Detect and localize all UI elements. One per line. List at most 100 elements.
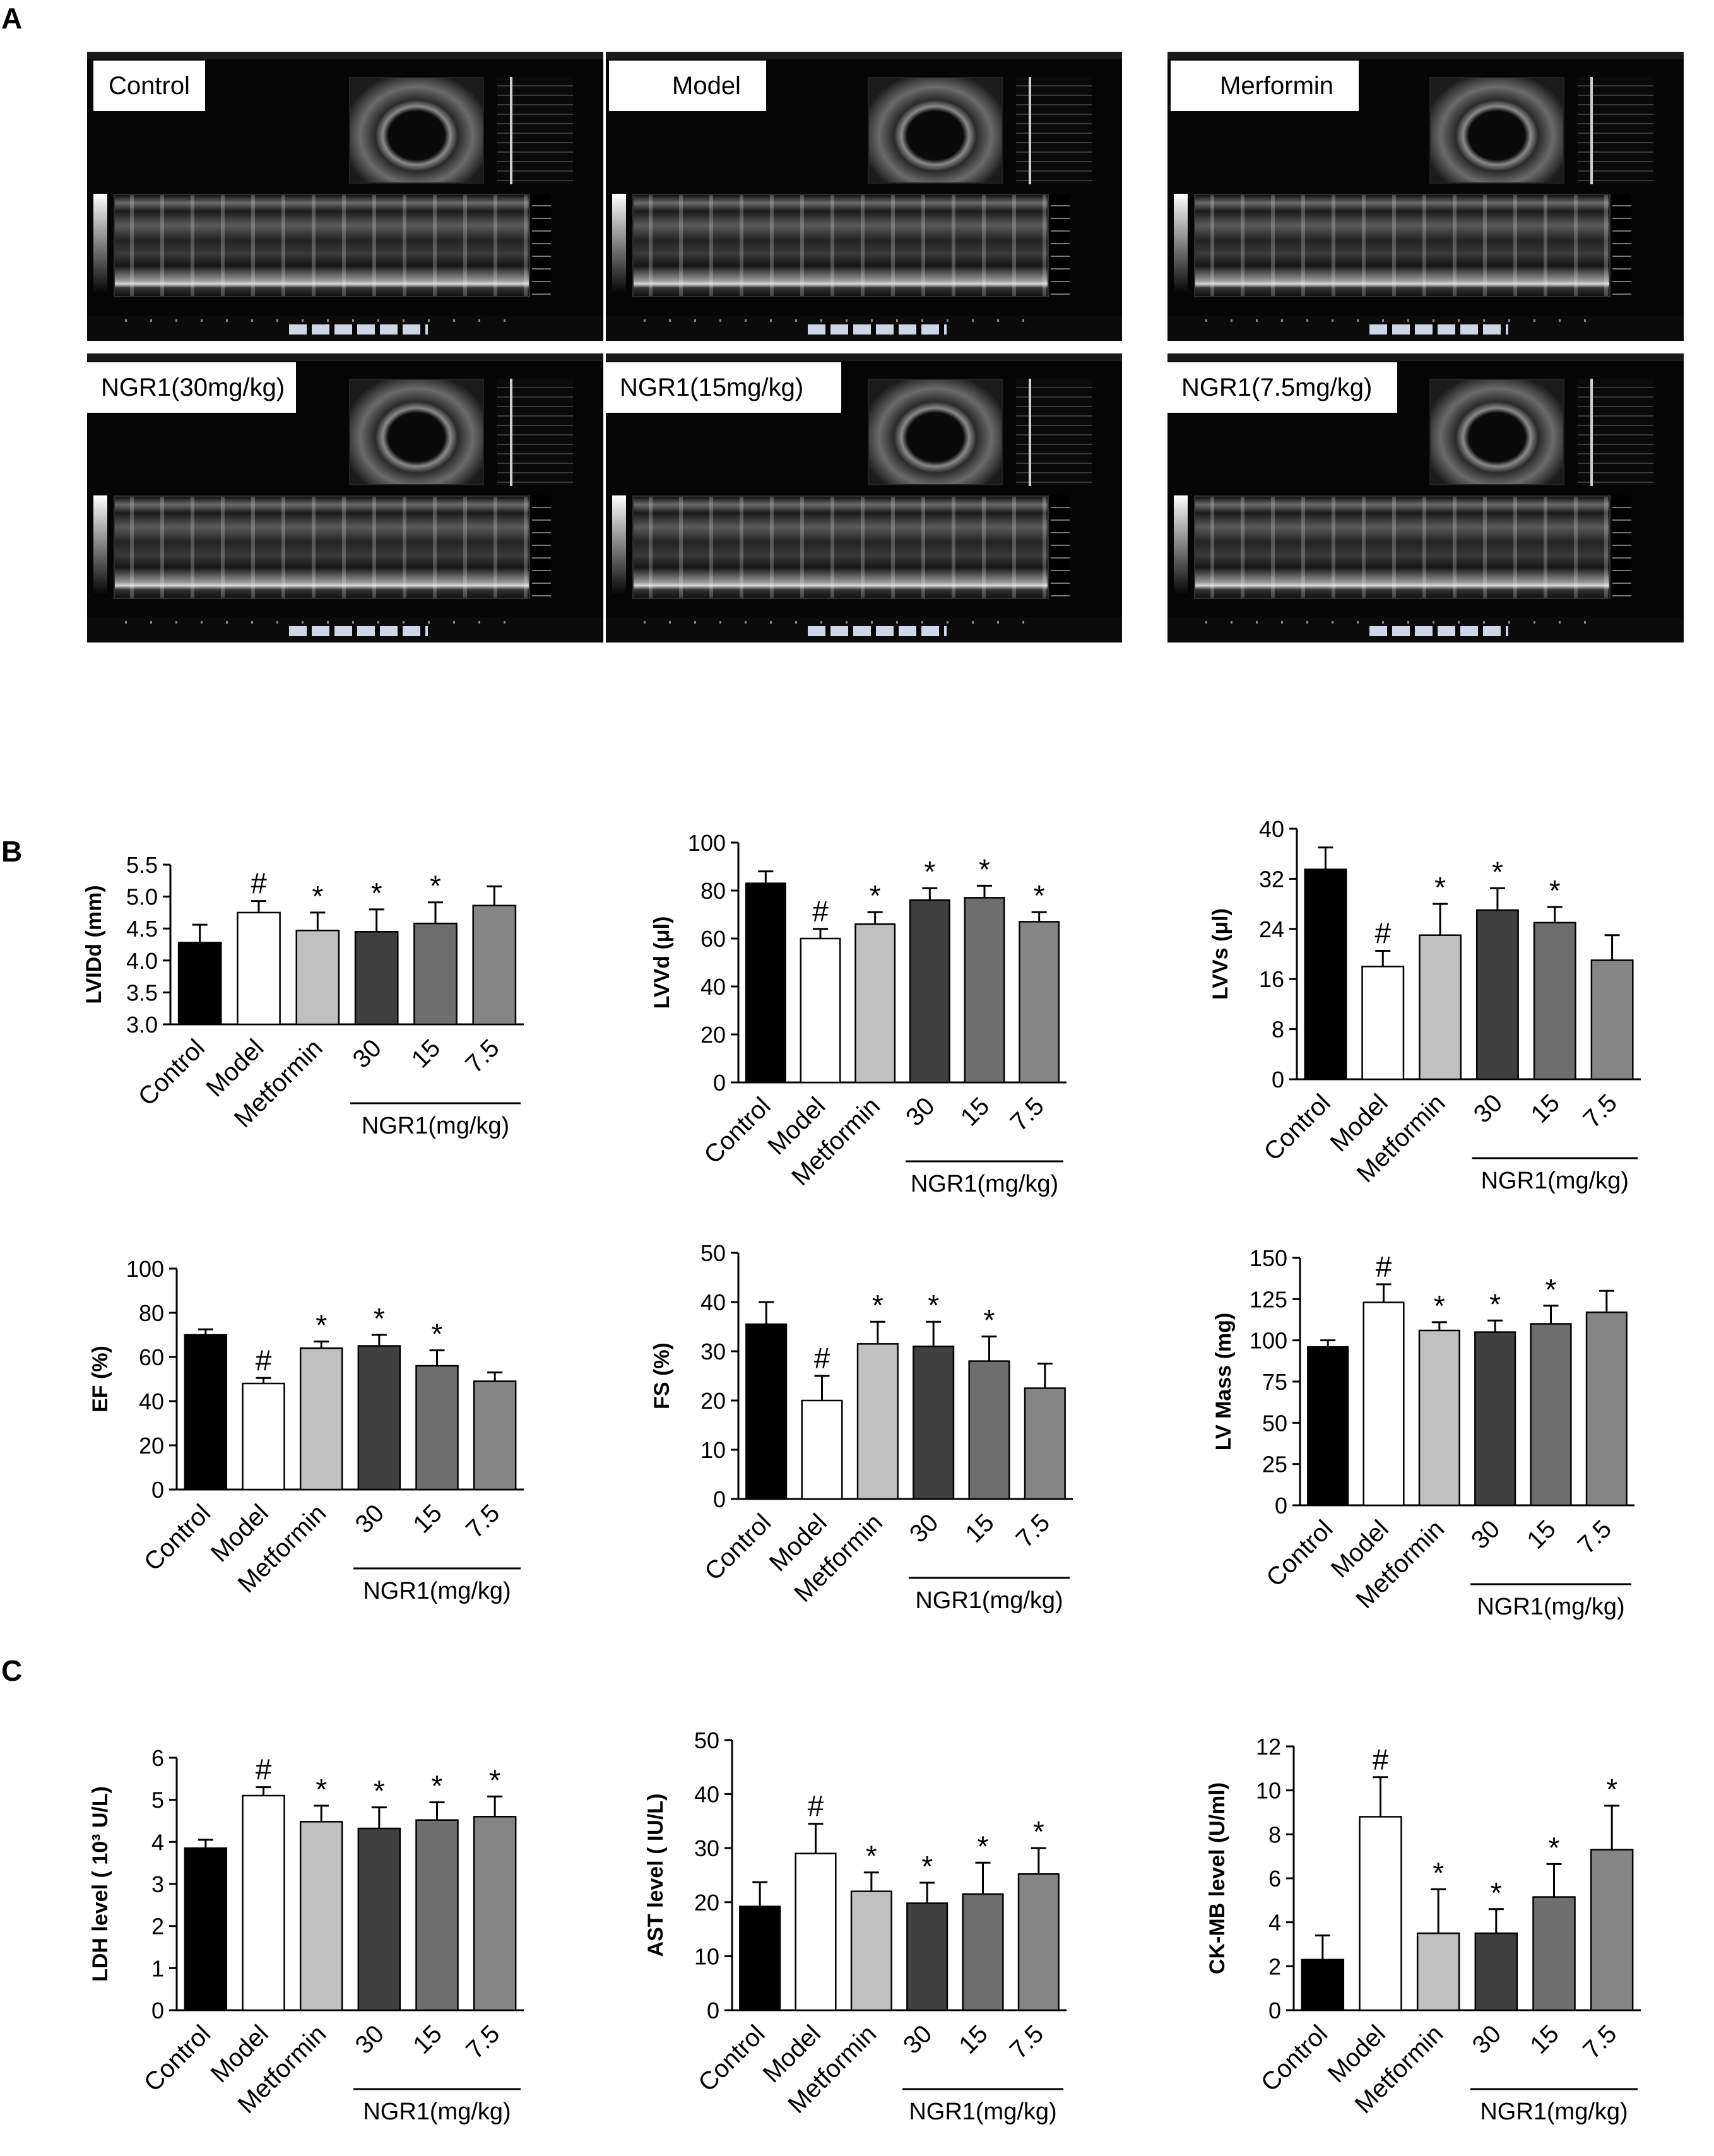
bar: [299, 1347, 343, 1491]
y-tick-label: 12: [1256, 1734, 1281, 1760]
bar: [357, 1827, 401, 2011]
y-tick-label: 125: [1250, 1286, 1287, 1312]
y-tick-label: 40: [139, 1389, 164, 1414]
bar: [1590, 959, 1634, 1081]
bar: [184, 1847, 228, 2011]
category-label: Control: [1258, 1089, 1335, 1166]
category-label: 7.5: [460, 1034, 504, 1078]
bar: [800, 937, 841, 1084]
y-tick-label: 30: [694, 1835, 719, 1861]
b-mode-view: [1429, 77, 1564, 184]
significance-hash: #: [1376, 1250, 1392, 1283]
category-label: 7.5: [1573, 1515, 1617, 1559]
category-label: Control: [1256, 2020, 1333, 2097]
category-label: 15: [1526, 1089, 1566, 1128]
category-label: 15: [406, 1034, 446, 1074]
significance-star: *: [979, 853, 990, 886]
bar: [472, 904, 517, 1026]
playback-buttons: [808, 324, 947, 335]
y-tick-label: 32: [1259, 866, 1284, 892]
significance-star: *: [984, 1304, 995, 1337]
significance-star: *: [870, 879, 881, 912]
significance-star: *: [316, 1773, 327, 1806]
echo-label: NGR1(30mg/kg): [87, 362, 297, 413]
category-label: 30: [1469, 1089, 1508, 1128]
bar: [177, 942, 222, 1026]
panel-label-b: B: [1, 835, 23, 868]
y-tick-label: 60: [139, 1344, 164, 1370]
y-tick-label: 0: [151, 1477, 164, 1503]
bar: [357, 1345, 401, 1491]
playback-buttons: [1369, 626, 1508, 636]
y-axis-title: LVVs (μl): [1209, 908, 1232, 1000]
significance-star: *: [371, 877, 382, 909]
y-tick-label: 6: [1268, 1866, 1281, 1892]
grayscale-bar: [93, 495, 107, 596]
depth-scale: [1051, 194, 1070, 295]
significance-star: *: [432, 1318, 443, 1351]
bar: [299, 1821, 343, 2011]
bar: [1361, 966, 1405, 1081]
y-tick-label: 40: [700, 1289, 726, 1315]
bar: [1019, 921, 1060, 1084]
b-mode-view: [349, 77, 484, 184]
significance-star: *: [312, 880, 323, 913]
significance-star: *: [1546, 1273, 1557, 1306]
y-tick-label: 3.0: [126, 1012, 158, 1038]
y-axis-title: LDH level ( 10³ U/L): [88, 1786, 112, 1982]
category-label: Control: [1261, 1515, 1338, 1592]
category-label: 7.5: [1578, 2020, 1622, 2064]
bar: [1533, 921, 1576, 1081]
bar: [1416, 1932, 1460, 2011]
significance-star: *: [1492, 855, 1503, 888]
m-mode-trace: [632, 495, 1049, 599]
y-tick-label: 24: [1259, 916, 1284, 942]
y-axis-title: EF (%): [88, 1346, 112, 1413]
group-label: NGR1(mg/kg): [909, 2099, 1056, 2125]
y-tick-label: 0: [1268, 1998, 1281, 2023]
category-label: 7.5: [1011, 1508, 1055, 1553]
y-tick-label: 3: [151, 1871, 164, 1897]
y-tick-label: 5.0: [126, 884, 158, 910]
depth-scale: [532, 194, 551, 295]
depth-scale: [1612, 495, 1631, 596]
significance-star: *: [1549, 1831, 1560, 1864]
significance-hash: #: [814, 1342, 830, 1375]
bar: [1024, 1387, 1066, 1500]
y-tick-label: 50: [700, 1240, 726, 1266]
bar: [801, 1399, 843, 1500]
y-axis-title: LV Mass (mg): [1212, 1313, 1236, 1451]
time-axis: [644, 319, 1048, 322]
bar: [1301, 1958, 1345, 2011]
bar: [1590, 1849, 1634, 2011]
y-tick-label: 0: [713, 1486, 726, 1512]
echo-image-merformin: Merformin: [1167, 52, 1684, 341]
y-tick-label: 0: [707, 1998, 719, 2023]
bar: [1418, 1329, 1460, 1507]
panel-label-c: C: [1, 1654, 23, 1687]
y-axis-title: LVIDd (mm): [82, 885, 106, 1004]
echo-image-model: Model: [606, 52, 1122, 341]
bar: [850, 1890, 892, 2011]
y-tick-label: 20: [700, 1388, 726, 1414]
y-tick-label: 10: [1256, 1778, 1281, 1804]
significance-hash: #: [256, 1344, 272, 1377]
bar: [1017, 1873, 1060, 2011]
playback-buttons: [289, 626, 428, 636]
y-tick-label: 100: [1250, 1328, 1287, 1354]
m-mode-trace: [1194, 194, 1611, 297]
significance-star: *: [1549, 874, 1561, 907]
m-mode-trace: [114, 194, 530, 297]
time-axis: [125, 319, 529, 322]
significance-hash: #: [1374, 917, 1391, 950]
bar: [1304, 868, 1347, 1081]
category-label: 30: [350, 1499, 390, 1539]
y-tick-label: 75: [1262, 1369, 1287, 1395]
echo-label: Model: [609, 61, 766, 111]
echo-header-strip: [606, 353, 1122, 361]
bar: [1307, 1346, 1349, 1507]
